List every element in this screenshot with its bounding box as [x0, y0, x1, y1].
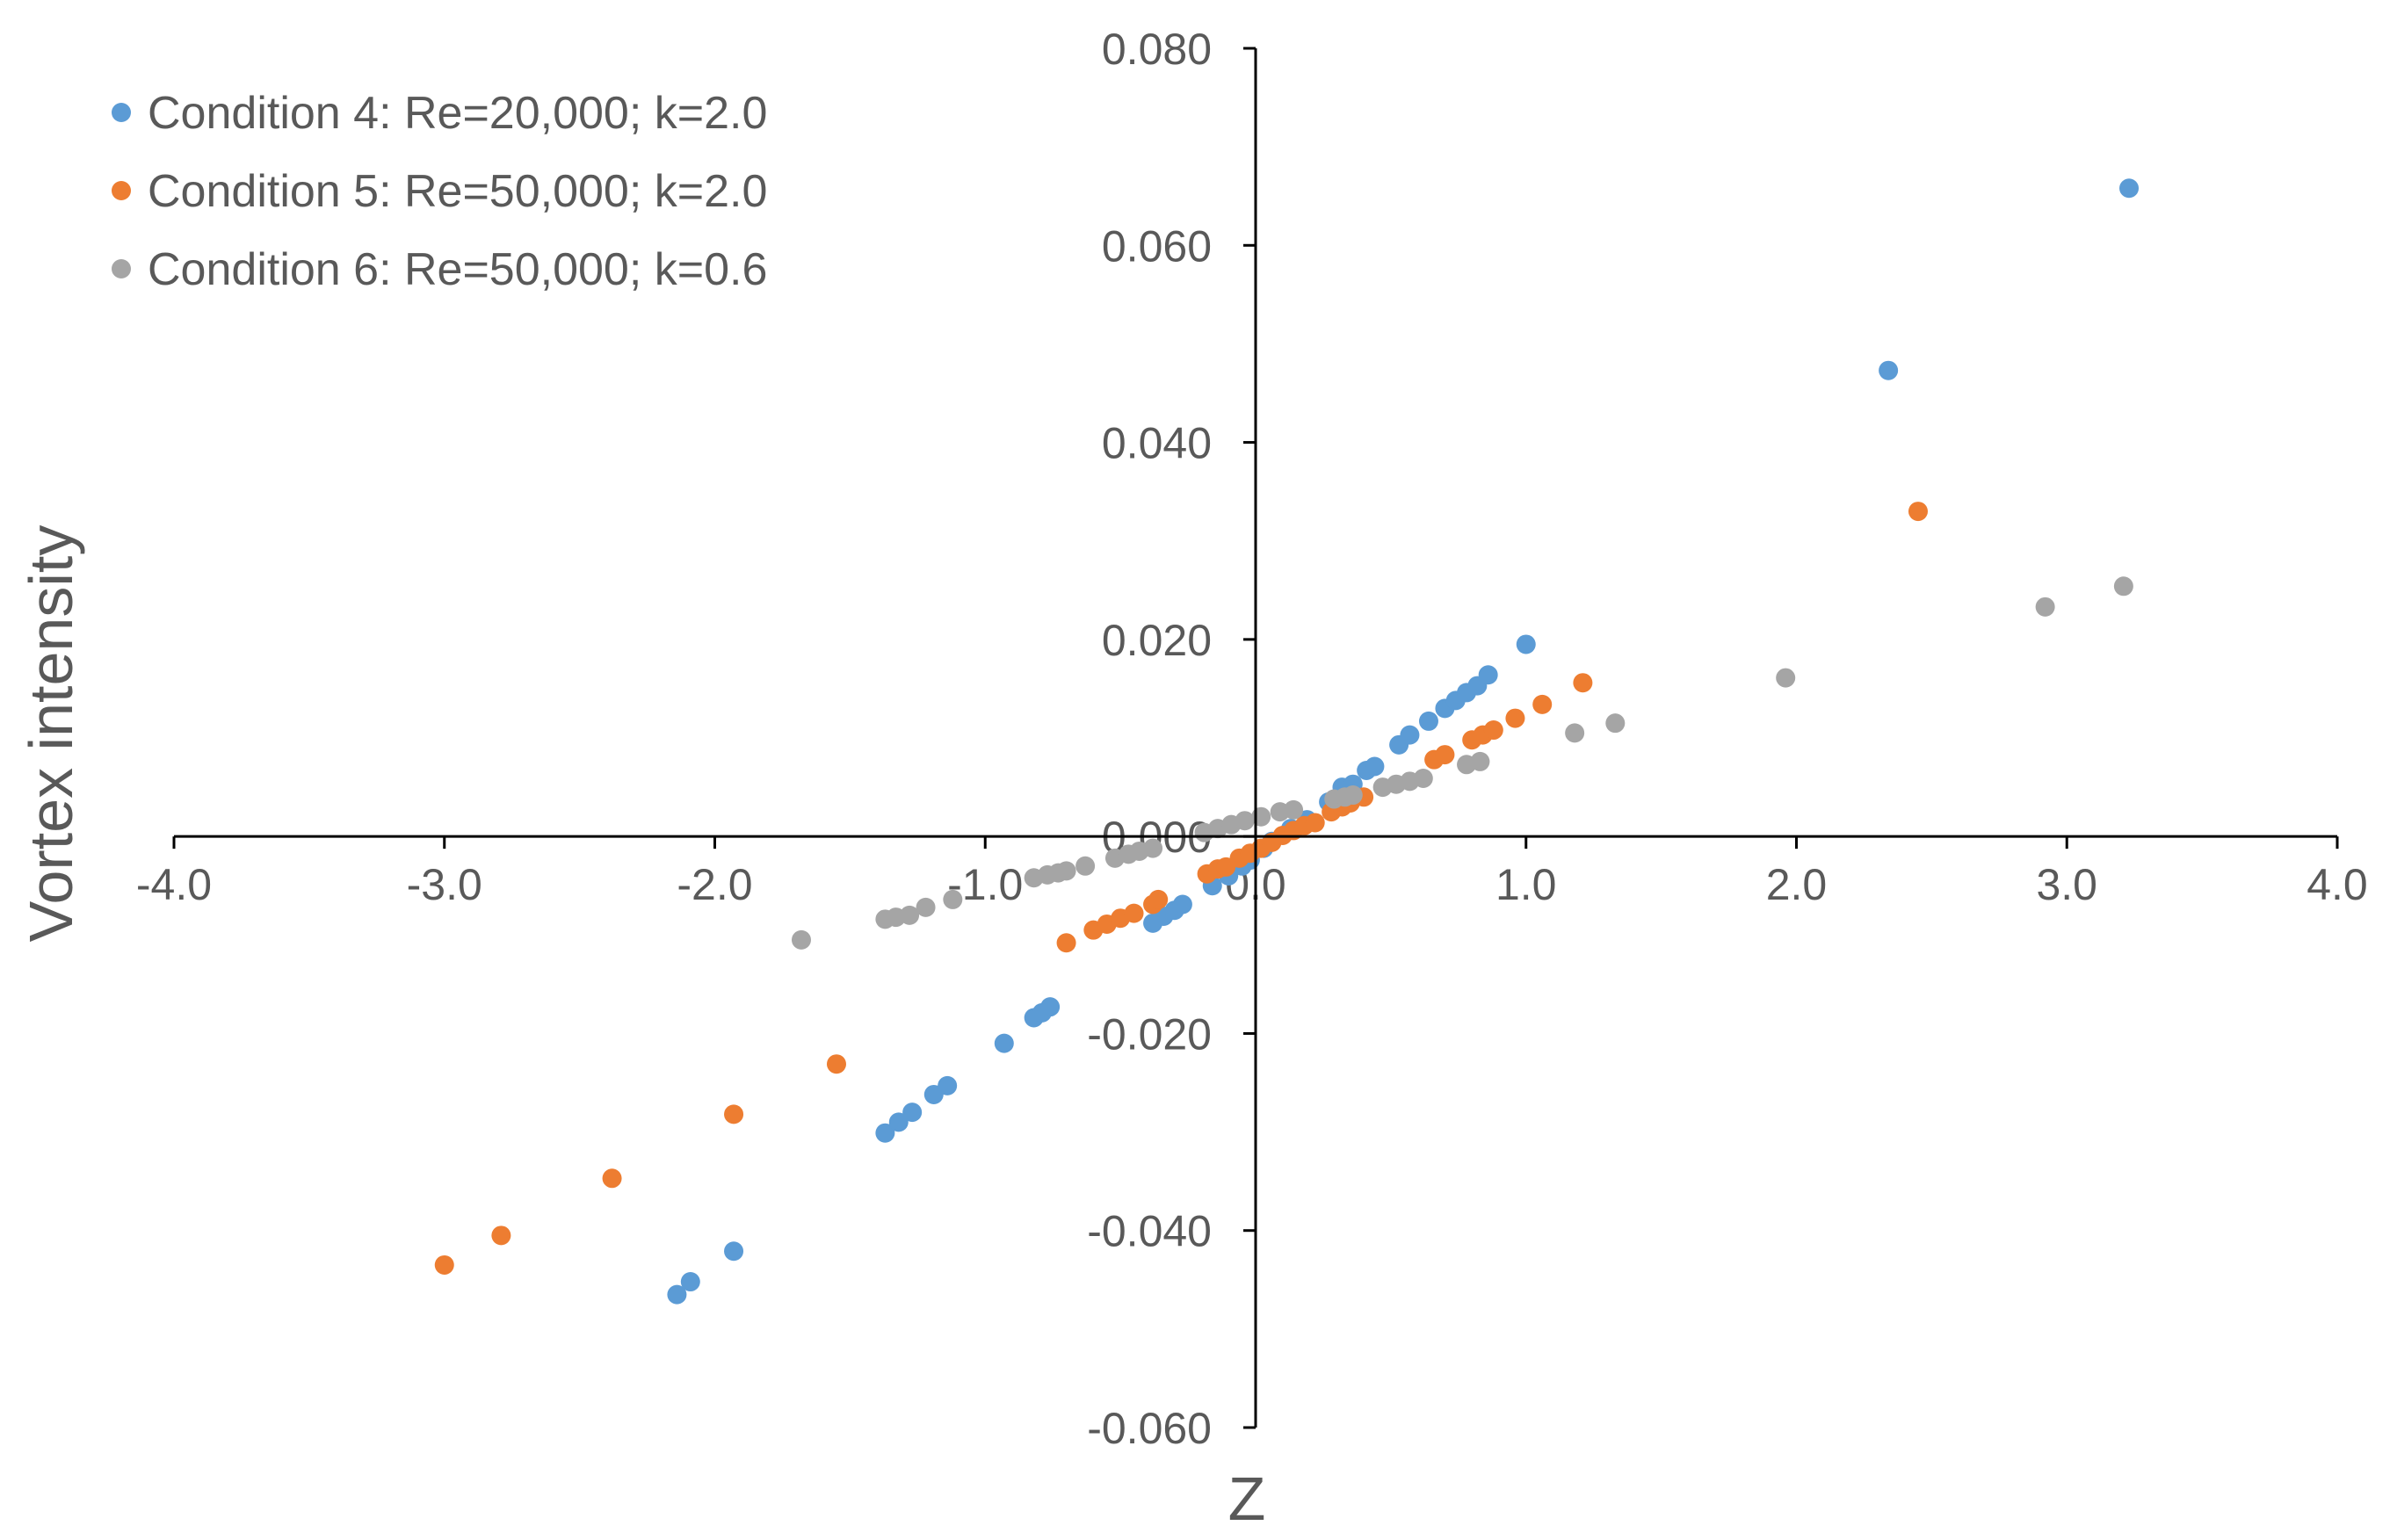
data-point — [1056, 861, 1076, 881]
y-axis-title: Vortex intensity — [17, 525, 85, 943]
data-point — [791, 929, 811, 950]
data-point — [2113, 576, 2133, 596]
x-axis-title: Z — [1228, 1464, 1266, 1533]
data-point — [1470, 751, 1490, 771]
data-point — [434, 1254, 454, 1275]
data-point — [888, 1112, 909, 1132]
data-point — [667, 1284, 687, 1305]
data-point — [943, 889, 963, 909]
x-tick-label: 3.0 — [2036, 860, 2097, 909]
series-1 — [667, 178, 2140, 1305]
data-point — [1505, 708, 1525, 728]
x-tick-label: 2.0 — [1766, 860, 1828, 909]
data-point — [2119, 178, 2140, 199]
y-axis-ticks: 0.0800.0600.0400.0200.000-0.020-0.040-0.… — [1087, 25, 1256, 1453]
y-tick-label: 0.060 — [1102, 221, 1212, 271]
data-point — [1365, 756, 1385, 777]
data-point — [1148, 889, 1169, 909]
data-point — [491, 1225, 511, 1246]
data-point — [1879, 360, 1899, 380]
data-point — [1418, 711, 1438, 731]
legend-marker — [112, 103, 131, 122]
data-point — [602, 1168, 622, 1189]
data-point — [1573, 673, 1593, 693]
x-tick-label: 4.0 — [2306, 860, 2368, 909]
data-point — [1075, 856, 1096, 876]
data-point — [1124, 903, 1144, 923]
data-point — [1284, 799, 1304, 820]
data-point — [1251, 806, 1271, 827]
data-point — [1413, 768, 1433, 788]
data-point — [826, 1054, 846, 1074]
legend: Condition 4: Re=20,000; k=2.0 Condition 5… — [112, 88, 767, 295]
y-tick-label: 0.020 — [1102, 616, 1212, 665]
legend-marker — [112, 181, 131, 200]
legend-label: Condition 6: Re=50,000; k=0.6 — [148, 244, 767, 295]
data-point — [1605, 713, 1626, 734]
data-point — [1776, 668, 1796, 688]
data-point — [724, 1104, 744, 1124]
x-tick-label: -2.0 — [677, 860, 752, 909]
y-tick-label: 0.040 — [1102, 419, 1212, 468]
data-point — [875, 1123, 895, 1143]
data-point — [994, 1033, 1014, 1053]
data-point — [1532, 694, 1553, 714]
data-point — [1056, 933, 1076, 953]
data-point — [1040, 997, 1061, 1017]
data-point — [1172, 894, 1192, 915]
x-tick-label: -4.0 — [136, 860, 212, 909]
x-tick-label: 1.0 — [1495, 860, 1557, 909]
data-point — [1400, 725, 1420, 745]
data-point — [1908, 502, 1928, 522]
data-point — [1305, 813, 1325, 833]
data-point — [680, 1272, 700, 1292]
data-point — [1516, 634, 1536, 654]
x-tick-label: -3.0 — [407, 860, 482, 909]
data-point — [1565, 723, 1585, 743]
data-point — [1343, 785, 1363, 806]
data-point — [902, 1103, 923, 1123]
legend-marker — [112, 259, 131, 278]
y-tick-label: 0.080 — [1102, 25, 1212, 74]
y-tick-label: -0.060 — [1087, 1404, 1212, 1453]
data-point — [916, 897, 936, 917]
data-point — [724, 1241, 744, 1262]
y-tick-label: -0.040 — [1087, 1207, 1212, 1256]
data-point — [2035, 596, 2055, 617]
data-points — [434, 178, 2140, 1305]
legend-label: Condition 5: Re=50,000; k=2.0 — [148, 166, 767, 217]
data-point — [938, 1075, 958, 1095]
data-point — [1483, 720, 1503, 741]
series-3 — [791, 576, 2133, 950]
data-point — [900, 905, 920, 925]
data-point — [1435, 745, 1455, 765]
data-point — [1235, 811, 1255, 831]
data-point — [1143, 838, 1163, 858]
y-tick-label: -0.020 — [1087, 1009, 1212, 1059]
legend-label: Condition 4: Re=20,000; k=2.0 — [148, 88, 767, 139]
data-point — [1478, 665, 1498, 685]
